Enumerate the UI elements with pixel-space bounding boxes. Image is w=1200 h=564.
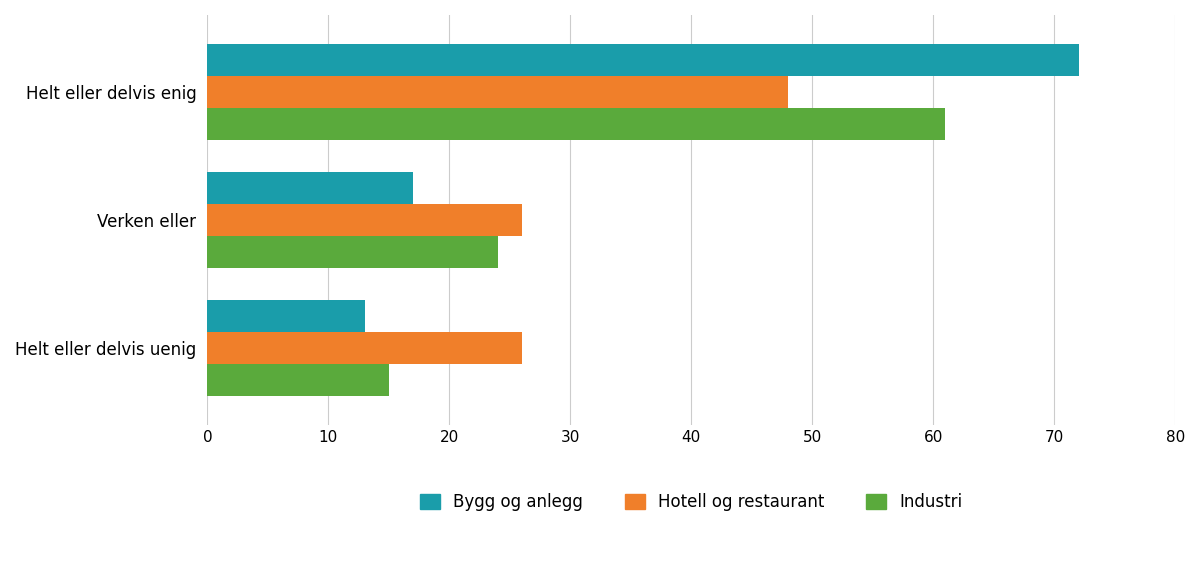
Bar bbox=[208, 300, 365, 332]
Bar bbox=[208, 76, 788, 108]
Bar bbox=[208, 204, 522, 236]
Legend: Bygg og anlegg, Hotell og restaurant, Industri: Bygg og anlegg, Hotell og restaurant, In… bbox=[413, 486, 970, 518]
Bar bbox=[208, 236, 498, 268]
Bar bbox=[208, 108, 946, 140]
Bar bbox=[208, 364, 389, 396]
Bar bbox=[208, 332, 522, 364]
Bar bbox=[208, 44, 1079, 76]
Bar bbox=[208, 172, 413, 204]
